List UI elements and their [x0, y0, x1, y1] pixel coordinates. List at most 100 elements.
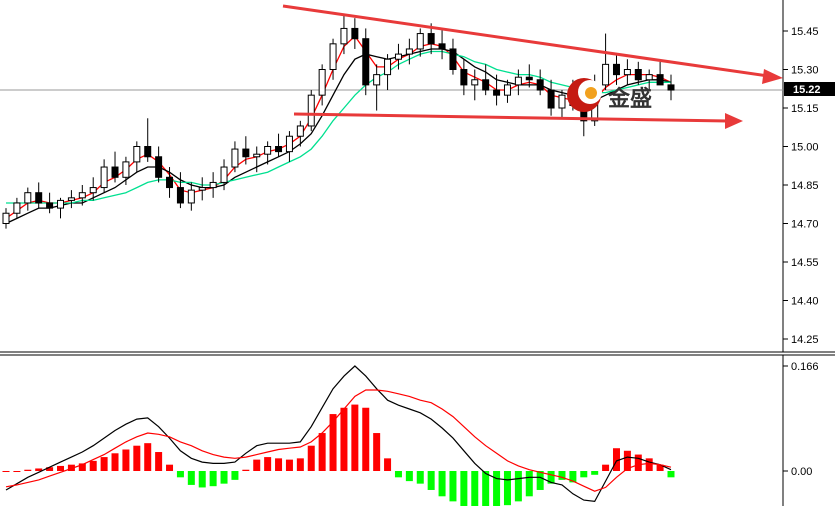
candle-body: [416, 33, 424, 50]
macd-histogram-bar: [384, 458, 392, 471]
macd-histogram-bar: [46, 467, 54, 471]
lower-trend-arrowhead: [725, 113, 743, 129]
macd-histogram-bar: [482, 471, 490, 506]
candle: [471, 69, 479, 101]
candle-body: [67, 197, 75, 201]
candle-body: [198, 187, 206, 191]
macd-histogram-bar: [89, 460, 97, 471]
macd-tick-label: 0.166: [791, 361, 819, 373]
trend-arrows: [282, 4, 783, 129]
candle-body: [285, 135, 293, 153]
candle: [176, 172, 184, 209]
candle: [384, 54, 392, 91]
candle-body: [253, 153, 261, 158]
macd-histogram-bar: [569, 471, 577, 483]
macd-lines: [5, 365, 672, 503]
macd-histogram-bar: [591, 471, 599, 475]
candle: [525, 64, 533, 88]
candle: [133, 141, 141, 173]
candle-body: [122, 161, 130, 178]
candle: [645, 69, 653, 91]
macd-histogram-bar: [67, 464, 75, 471]
candle-body: [209, 181, 217, 189]
candlesticks: [2, 15, 675, 229]
candle: [340, 15, 348, 55]
candle: [634, 61, 642, 85]
macd-histogram-bar: [602, 464, 610, 471]
macd-histogram-bar: [13, 471, 21, 472]
candle-body: [602, 63, 610, 86]
macd-histogram-bar: [307, 445, 315, 471]
candle: [547, 79, 555, 116]
macd-histogram-bar: [558, 471, 566, 480]
candle-body: [438, 43, 446, 50]
macd-histogram-bar: [111, 453, 119, 471]
candle: [362, 28, 370, 96]
macd-histogram-bar: [362, 407, 370, 471]
candle-body: [155, 156, 163, 178]
candle-body: [384, 58, 392, 76]
candle-body: [503, 84, 511, 96]
candle: [318, 64, 326, 106]
macd-histogram-bar: [340, 407, 348, 471]
price-tick-label: 15.30: [791, 65, 819, 77]
macd-histogram-bar: [612, 448, 620, 471]
macd-histogram-bar: [503, 471, 511, 506]
lower-trend-line: [293, 112, 729, 123]
macd-histogram-bar: [296, 458, 304, 471]
macd-histogram-bar: [24, 469, 32, 471]
macd-histogram-bar: [100, 457, 108, 471]
candle: [394, 43, 402, 70]
candle-body: [187, 189, 195, 204]
candle-body: [78, 192, 86, 199]
macd-histogram-bar: [318, 433, 326, 471]
candle-body: [242, 148, 250, 158]
candle: [493, 74, 501, 106]
candle-body: [656, 74, 664, 86]
candle-body: [231, 148, 239, 168]
candle: [438, 28, 446, 60]
price-tick-label: 15.15: [791, 103, 819, 115]
macd-histogram-bar: [231, 471, 239, 480]
price-tick-label: 14.55: [791, 257, 819, 269]
logo-text: 金盛: [607, 86, 652, 112]
candle-body: [471, 79, 479, 86]
candle-body: [296, 125, 304, 137]
price-tick-label: 15.45: [791, 26, 819, 38]
macd-histogram-bar: [656, 464, 664, 471]
moving-average-line-2: [5, 48, 672, 225]
candle-body: [57, 199, 65, 209]
candle-body: [536, 79, 544, 91]
candle: [667, 74, 675, 101]
logo-emblem-core: [585, 87, 597, 99]
candle: [111, 151, 119, 183]
candle: [209, 172, 217, 198]
macd-histogram-bar: [351, 404, 359, 471]
candle-body: [2, 212, 10, 225]
candle: [449, 38, 457, 75]
candle-body: [220, 166, 228, 183]
price-tick-label: 14.40: [791, 296, 819, 308]
macd-histogram-bar: [471, 471, 479, 506]
candle: [460, 59, 468, 96]
candle: [558, 90, 566, 119]
macd-histogram-bar: [187, 471, 195, 485]
macd-histogram-bar: [264, 457, 272, 471]
macd-axis-ticks: 0.166 0.00: [783, 361, 819, 478]
candle: [35, 182, 43, 209]
macd-histogram-bar: [133, 445, 141, 471]
candle: [187, 182, 195, 211]
candle: [89, 177, 97, 201]
upper-trend-arrowhead: [762, 69, 783, 84]
candle: [253, 146, 261, 173]
candle-body: [46, 202, 54, 209]
candle-body: [13, 202, 21, 214]
candle-body: [133, 146, 141, 163]
macd-histogram-bar: [634, 454, 642, 471]
candle: [13, 197, 21, 219]
candle-body: [394, 53, 402, 60]
macd-histogram-bar: [275, 458, 283, 471]
candle: [329, 38, 337, 80]
macd-histogram-bar: [253, 459, 261, 471]
macd-histogram-bar: [57, 465, 65, 471]
